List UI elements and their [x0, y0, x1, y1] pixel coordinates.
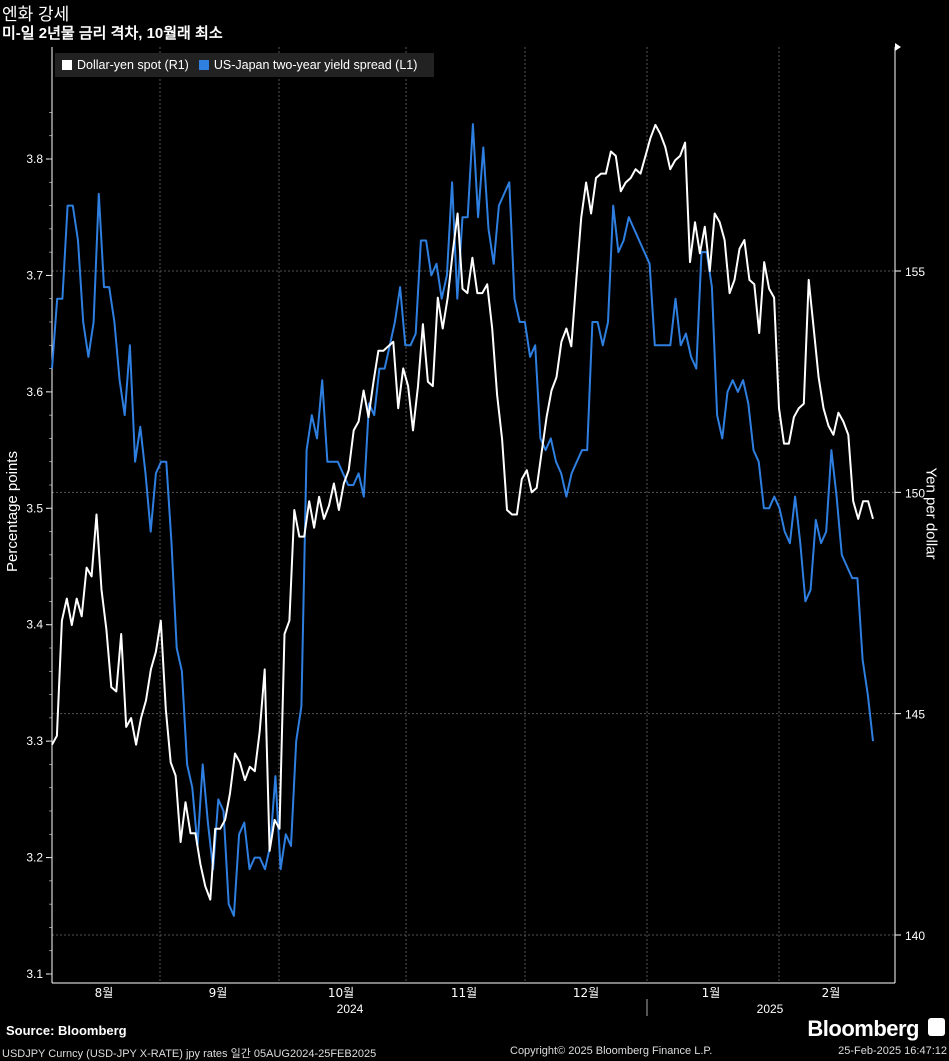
x-tick-label-month: 9월	[209, 986, 228, 1000]
source-note: Source: Bloomberg	[6, 1023, 127, 1038]
y-tick-label-left: 3.4	[26, 618, 43, 632]
legend-label-spread: US-Japan two-year yield spread (L1)	[213, 58, 418, 72]
legend-item-spread: US-Japan two-year yield spread (L1)	[198, 58, 418, 72]
legend-swatch-white	[62, 60, 72, 70]
x-tick-label-year: 2024	[337, 1002, 364, 1016]
y-tick-label-left: 3.8	[26, 152, 43, 166]
y-axis-right-label: Yen per dollar	[922, 467, 940, 560]
y-tick-label-right: 155	[905, 265, 925, 279]
x-tick-label-month: 12월	[573, 986, 599, 1000]
bloomberg-chart-icon	[928, 1018, 945, 1036]
chart-title: 엔화 강세	[2, 5, 70, 24]
y-tick-label-left: 3.7	[26, 268, 43, 282]
series-line-usdjpy	[51, 123, 874, 901]
series-line-spread	[51, 123, 874, 917]
x-tick-label-month: 8월	[95, 986, 114, 1000]
legend: Dollar-yen spot (R1) US-Japan two-year y…	[55, 53, 435, 77]
y-tick-label-right: 150	[905, 486, 925, 500]
x-tick-label-year: 2025	[757, 1002, 784, 1016]
legend-swatch-blue	[198, 60, 209, 70]
y-tick-label-left: 3.2	[26, 851, 43, 865]
x-tick-label-month: 1월	[702, 986, 721, 1000]
ticker-note: USDJPY Curncy (USD-JPY X-RATE) jpy rates…	[2, 1048, 377, 1060]
x-tick-label-month: 10월	[328, 986, 354, 1000]
timestamp-note: 25-Feb-2025 16:47:12	[838, 1045, 947, 1057]
y-axis-left-label: Percentage points	[3, 451, 21, 572]
legend-label-usdjpy: Dollar-yen spot (R1)	[77, 58, 189, 72]
legend-item-usdjpy: Dollar-yen spot (R1)	[62, 58, 189, 72]
y-tick-label-left: 3.1	[26, 967, 43, 981]
y-tick-label-left: 3.3	[26, 734, 43, 748]
y-tick-label-right: 140	[905, 929, 925, 943]
x-tick-label-month: 2월	[822, 986, 841, 1000]
axis-arrow-icon	[895, 43, 901, 51]
copyright-note: Copyright© 2025 Bloomberg Finance L.P.	[510, 1045, 713, 1057]
y-tick-label-right: 145	[905, 708, 925, 722]
x-tick-label-month: 11월	[451, 986, 477, 1000]
chart-subtitle: 미-일 2년물 금리 격차, 10월래 최소	[2, 25, 223, 42]
y-tick-label-left: 3.6	[26, 385, 43, 399]
y-tick-label-left: 3.5	[26, 501, 43, 515]
bloomberg-logo-text: Bloomberg	[807, 1016, 919, 1041]
